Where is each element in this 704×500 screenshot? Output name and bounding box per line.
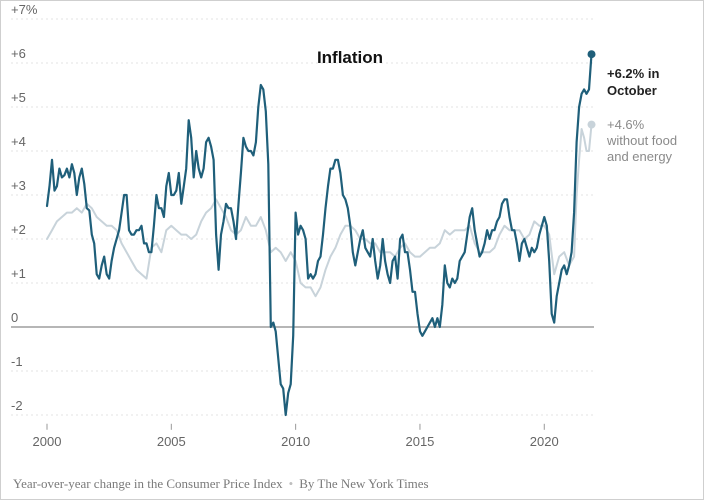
annotation-secondary-line: without food bbox=[606, 133, 677, 148]
annotation-secondary-line: +4.6% bbox=[607, 117, 645, 132]
cpi-series-line bbox=[45, 53, 593, 417]
y-tick-label: -1 bbox=[11, 354, 23, 369]
x-tick-label: 2000 bbox=[33, 434, 62, 449]
x-tick-label: 2005 bbox=[157, 434, 186, 449]
y-axis: +7% +6 +5 +4 +3 +2 +1 0 -1 -2 bbox=[11, 2, 38, 413]
y-tick-label: +6 bbox=[11, 46, 26, 61]
y-tick-label: -2 bbox=[11, 398, 23, 413]
annotation-main-line: October bbox=[607, 83, 657, 98]
footer-credit: By The New York Times bbox=[299, 476, 429, 491]
x-axis: 2000 2005 2010 2015 2020 bbox=[33, 423, 559, 449]
cpi-end-point bbox=[587, 50, 596, 59]
y-tick-label: +2 bbox=[11, 222, 26, 237]
y-tick-label: +3 bbox=[11, 178, 26, 193]
x-tick-label: 2010 bbox=[281, 434, 310, 449]
footer: Year-over-year change in the Consumer Pr… bbox=[13, 476, 429, 492]
footer-source: Year-over-year change in the Consumer Pr… bbox=[13, 476, 283, 491]
chart-title: Inflation bbox=[317, 48, 383, 67]
y-tick-label: +1 bbox=[11, 266, 26, 281]
y-tick-label: +4 bbox=[11, 134, 26, 149]
annotation-main-line: +6.2% in bbox=[607, 66, 659, 81]
y-tick-label: +5 bbox=[11, 90, 26, 105]
y-tick-label: 0 bbox=[11, 310, 18, 325]
series-lines bbox=[45, 50, 596, 417]
inflation-chart: +7% +6 +5 +4 +3 +2 +1 0 -1 -2 2000 2005 2010 2015 202… bbox=[11, 2, 677, 449]
x-tick-label: 2020 bbox=[530, 434, 559, 449]
y-tick-label: +7% bbox=[11, 2, 38, 17]
core-cpi-end-point bbox=[587, 120, 596, 129]
x-tick-label: 2015 bbox=[405, 434, 434, 449]
footer-separator: • bbox=[288, 476, 294, 491]
annotation-secondary-line: and energy bbox=[607, 149, 673, 164]
grid bbox=[11, 18, 594, 416]
